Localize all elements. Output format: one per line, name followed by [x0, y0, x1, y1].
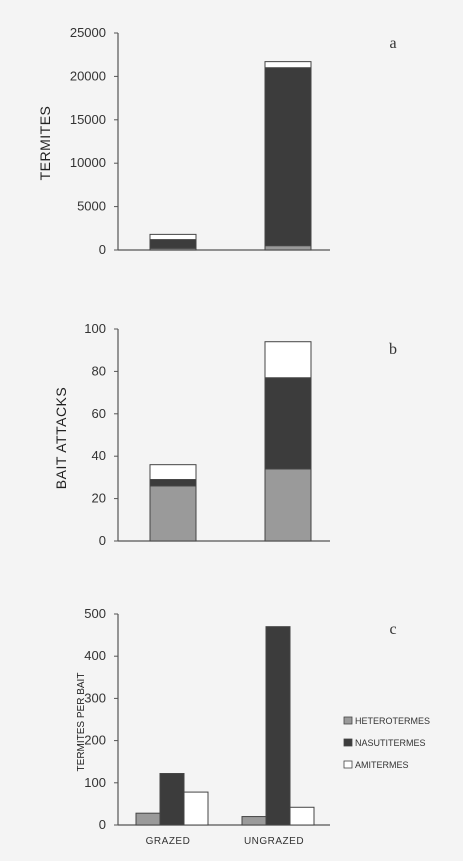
panel-b-y-tick-label: 100 — [84, 321, 106, 336]
panel-a-y-tick-label: 0 — [99, 242, 106, 257]
panel-a-bar-grazed-amitermes — [149, 233, 197, 241]
panel-c-bar-ungrazed-heterotermes — [241, 816, 267, 826]
panel-a-y-tick-label: 5000 — [77, 199, 106, 214]
panel-a-y-tick-label: 25000 — [70, 25, 106, 40]
panel-c-y-axis-label: TERMITES PER BAIT — [76, 673, 87, 772]
legend-label-amitermes: AMITERMES — [355, 760, 409, 770]
panel-a-y-tick-label: 10000 — [70, 155, 106, 170]
panel-b-bar-ungrazed-nasutitermes — [264, 377, 312, 470]
legend-swatch-amitermes — [343, 760, 353, 769]
panel-a-y-axis-label: TERMITES — [37, 106, 53, 181]
panel-c-y-tick-label: 200 — [84, 733, 106, 748]
legend-swatch-heterotermes — [343, 716, 353, 725]
panel-a-bar-ungrazed-nasutitermes — [264, 67, 312, 247]
panel-b-y-tick-label: 60 — [92, 406, 106, 421]
panel-b-bar-grazed-heterotermes — [149, 485, 197, 542]
panel-c-y-tick-label: 400 — [84, 648, 106, 663]
panel-c-bar-ungrazed-amitermes — [289, 806, 315, 826]
panel-a-bar-grazed-nasutitermes — [149, 239, 197, 249]
panel-c-y-tick-label: 0 — [99, 817, 106, 832]
panel-b-y-tick-label: 20 — [92, 491, 106, 506]
panel-c-y-tick-label: 500 — [84, 606, 106, 621]
panel-b-bar-ungrazed-heterotermes — [264, 468, 312, 542]
panel-c-bar-grazed-nasutitermes — [159, 773, 185, 826]
panel-a-bar-ungrazed-heterotermes — [264, 245, 312, 251]
panel-b-bar-grazed-amitermes — [149, 464, 197, 481]
legend-swatch-nasutitermes — [343, 738, 353, 747]
panel-c-letter: c — [389, 621, 396, 638]
panel-a-letter: a — [389, 35, 396, 52]
panel-b-y-tick-label: 80 — [92, 363, 106, 378]
panel-c-bar-ungrazed-nasutitermes — [265, 626, 291, 826]
panel-b-y-axis-label: BAIT ATTACKS — [53, 387, 69, 489]
panel-b-bar-grazed-nasutitermes — [149, 479, 197, 487]
panel-b-y-tick-label: 40 — [92, 448, 106, 463]
panel-c-y-tick-label: 100 — [84, 775, 106, 790]
panel-c-category-label-ungrazed: UNGRAZED — [244, 836, 304, 847]
panel-a-y-tick-label: 20000 — [70, 68, 106, 83]
panel-a-bar-ungrazed-amitermes — [264, 61, 312, 69]
panel-b-letter: b — [389, 341, 397, 358]
panel-b-y-tick-label: 0 — [99, 533, 106, 548]
panel-b-bar-ungrazed-amitermes — [264, 341, 312, 379]
panel-c-bar-grazed-heterotermes — [135, 812, 161, 826]
panel-c-y-tick-label: 300 — [84, 690, 106, 705]
panel-c-bar-grazed-amitermes — [183, 791, 209, 826]
panel-a-y-tick-label: 15000 — [70, 112, 106, 127]
panel-c-category-label-grazed: GRAZED — [146, 836, 191, 847]
legend-label-heterotermes: HETEROTERMES — [355, 716, 430, 726]
legend-label-nasutitermes: NASUTITERMES — [355, 738, 426, 748]
